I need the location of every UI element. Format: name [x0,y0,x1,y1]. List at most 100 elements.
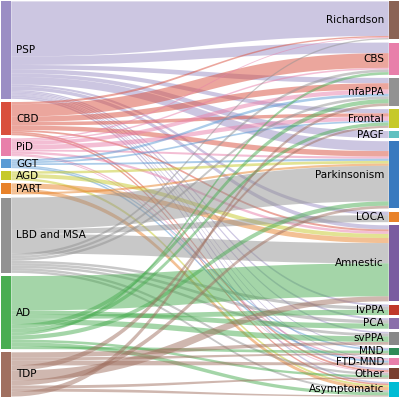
Polygon shape [11,90,389,306]
Bar [389,43,399,75]
Bar [389,1,399,39]
Bar [1,197,11,273]
Polygon shape [11,263,389,310]
Polygon shape [11,130,389,231]
Text: TDP: TDP [16,369,36,379]
Polygon shape [11,159,389,165]
Text: AD: AD [16,308,31,318]
Bar [389,131,399,138]
Text: Asymptomatic: Asymptomatic [308,384,384,394]
Polygon shape [11,342,389,357]
Bar [1,139,11,156]
Polygon shape [11,37,389,140]
Text: Parkinsonism: Parkinsonism [314,170,384,180]
Bar [389,109,399,128]
Polygon shape [11,201,389,339]
Text: GGT: GGT [16,159,38,169]
Text: PiD: PiD [16,142,33,152]
Polygon shape [11,271,389,392]
Text: PCA: PCA [363,318,384,328]
Polygon shape [11,96,389,261]
Polygon shape [11,178,389,387]
Polygon shape [11,360,389,365]
Text: LOCA: LOCA [356,212,384,222]
Polygon shape [11,183,389,243]
Polygon shape [11,165,389,351]
Polygon shape [11,164,389,194]
Polygon shape [11,72,389,336]
Bar [1,352,11,397]
Polygon shape [11,261,389,310]
Text: MND: MND [359,346,384,357]
Polygon shape [11,206,389,386]
Bar [1,102,11,135]
Bar [389,358,399,365]
Polygon shape [11,92,389,334]
Polygon shape [11,103,389,397]
Polygon shape [11,161,389,174]
Bar [1,171,11,180]
Polygon shape [11,265,389,336]
Text: nfaPPA: nfaPPA [348,87,384,97]
Polygon shape [11,353,389,360]
Bar [1,159,11,168]
Bar [1,183,11,194]
Polygon shape [11,70,389,258]
Text: Richardson: Richardson [326,16,384,25]
Polygon shape [11,121,389,163]
Polygon shape [11,166,389,229]
Text: CBS: CBS [363,54,384,64]
Polygon shape [11,84,389,215]
Text: LBD and MSA: LBD and MSA [16,230,86,240]
Polygon shape [11,68,389,141]
Bar [1,1,11,99]
Bar [389,332,399,345]
Text: Other: Other [354,369,384,378]
Polygon shape [11,87,389,229]
Polygon shape [11,94,389,349]
Polygon shape [11,388,389,397]
Polygon shape [11,188,389,390]
Polygon shape [11,234,389,263]
Polygon shape [11,73,389,138]
Polygon shape [11,99,389,328]
Polygon shape [11,342,389,396]
Polygon shape [11,126,389,371]
Text: Amnestic: Amnestic [335,258,384,268]
Text: PSP: PSP [16,45,35,55]
Polygon shape [11,113,389,125]
Polygon shape [11,152,389,234]
Polygon shape [11,97,389,384]
Polygon shape [11,268,389,375]
Bar [389,212,399,222]
Polygon shape [11,310,389,319]
Bar [389,78,399,106]
Polygon shape [11,347,389,353]
Bar [389,348,399,355]
Polygon shape [11,174,389,238]
Text: CBD: CBD [16,114,38,124]
Polygon shape [11,123,389,333]
Polygon shape [11,90,389,145]
Polygon shape [11,339,389,377]
Bar [1,276,11,349]
Polygon shape [11,117,389,150]
Bar [389,382,399,397]
Polygon shape [11,132,389,372]
Polygon shape [11,125,389,156]
Text: svPPA: svPPA [353,334,384,343]
Polygon shape [11,69,389,113]
Text: FTD-MND: FTD-MND [336,357,384,367]
Polygon shape [11,1,389,57]
Text: PAGF: PAGF [357,129,384,140]
Bar [389,304,399,315]
Polygon shape [11,65,389,83]
Polygon shape [11,83,389,122]
Polygon shape [11,166,389,363]
Bar [389,141,399,209]
Bar [389,318,399,329]
Polygon shape [11,133,389,385]
Text: Frontal: Frontal [348,113,384,123]
Polygon shape [11,43,389,65]
Polygon shape [11,215,389,234]
